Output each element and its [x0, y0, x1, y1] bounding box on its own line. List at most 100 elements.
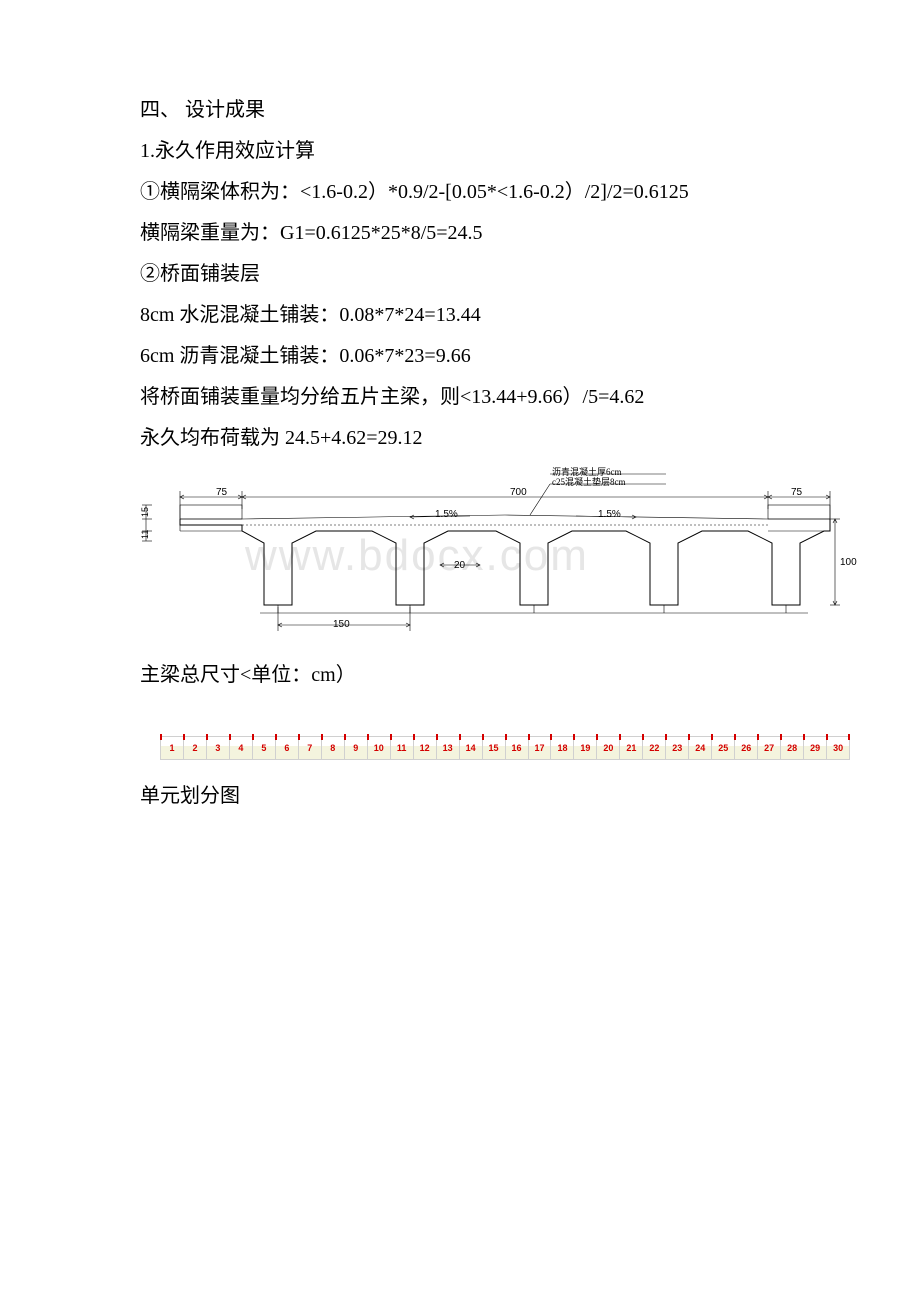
ruler-tick [321, 734, 323, 740]
ruler-cell: 20 [597, 737, 620, 759]
ruler-number: 3 [215, 743, 220, 753]
ruler-tick [298, 734, 300, 740]
ruler-tick [252, 734, 254, 740]
ruler-number: 6 [284, 743, 289, 753]
ruler-cell: 4 [230, 737, 253, 759]
ruler-number: 5 [261, 743, 266, 753]
ruler-number: 8 [330, 743, 335, 753]
body-line: 6cm 沥青混凝土铺装：0.06*7*23=9.66 [140, 336, 780, 377]
ruler-tick [344, 734, 346, 740]
ruler-tick [780, 734, 782, 740]
ruler-tick [757, 734, 759, 740]
ruler-number: 24 [695, 743, 705, 753]
body-line: ②桥面铺装层 [140, 254, 780, 295]
ruler-cell: 10 [368, 737, 391, 759]
ruler-number: 1 [169, 743, 174, 753]
ruler-number: 4 [238, 743, 243, 753]
ruler-number: 22 [649, 743, 659, 753]
ruler-cell: 21 [620, 737, 643, 759]
ruler-cell: 17 [529, 737, 552, 759]
ruler-tick [160, 734, 162, 740]
ruler-cell: 6 [276, 737, 299, 759]
ruler-cell: 29 [804, 737, 827, 759]
ruler-number: 23 [672, 743, 682, 753]
ruler-cell: 25 [712, 737, 735, 759]
ruler-number: 11 [397, 743, 407, 753]
ruler-cell: 26 [735, 737, 758, 759]
heading-section: 四、 设计成果 [140, 90, 780, 131]
bridge-svg [140, 465, 858, 645]
body-line: 将桥面铺装重量均分给五片主梁，则<13.44+9.66）/5=4.62 [140, 377, 780, 418]
ruler-cell: 14 [460, 737, 483, 759]
ruler-cell: 22 [643, 737, 666, 759]
ruler-number: 21 [626, 743, 636, 753]
caption-unit-division: 单元划分图 [140, 776, 780, 817]
ruler-cell: 15 [483, 737, 506, 759]
ruler-number: 16 [512, 743, 522, 753]
ruler-tick [688, 734, 690, 740]
ruler-cell: 2 [184, 737, 207, 759]
ruler-cell: 12 [414, 737, 437, 759]
ruler-tick [505, 734, 507, 740]
ruler-tick [573, 734, 575, 740]
ruler-number: 25 [718, 743, 728, 753]
ruler-number: 30 [833, 743, 843, 753]
ruler-cell: 19 [574, 737, 597, 759]
ruler-tick [528, 734, 530, 740]
caption-main-girder: 主梁总尺寸<单位：cm） [140, 655, 780, 696]
ruler-tick [275, 734, 277, 740]
ruler-cell: 27 [758, 737, 781, 759]
ruler-cell: 28 [781, 737, 804, 759]
ruler-number: 13 [443, 743, 453, 753]
ruler-cell: 16 [506, 737, 529, 759]
ruler-number: 29 [810, 743, 820, 753]
ruler-tick [665, 734, 667, 740]
ruler-cell: 1 [161, 737, 184, 759]
ruler-number: 12 [420, 743, 430, 753]
ruler-number: 18 [557, 743, 567, 753]
body-line: ①横隔梁体积为：<1.6-0.2）*0.9/2-[0.05*<1.6-0.2）/… [140, 172, 780, 213]
ruler-number: 2 [192, 743, 197, 753]
ruler-number: 19 [580, 743, 590, 753]
unit-division-ruler: 1234567891011121314151617181920212223242… [160, 736, 850, 760]
subheading-calc: 1.永久作用效应计算 [140, 131, 780, 172]
ruler-cell: 7 [299, 737, 322, 759]
ruler-number: 28 [787, 743, 797, 753]
ruler-number: 14 [466, 743, 476, 753]
ruler-tick [229, 734, 231, 740]
ruler-tick [367, 734, 369, 740]
ruler-number: 9 [353, 743, 358, 753]
ruler-tick [734, 734, 736, 740]
ruler-number: 20 [603, 743, 613, 753]
ruler-tick [826, 734, 828, 740]
ruler-row: 1234567891011121314151617181920212223242… [160, 736, 850, 760]
ruler-tick [711, 734, 713, 740]
bridge-cross-section-diagram: www.bdocx.com 沥青混凝土厚6cm c25混凝土垫层8cm 75 7… [140, 465, 858, 645]
ruler-cell: 24 [689, 737, 712, 759]
ruler-cell: 11 [391, 737, 414, 759]
body-line: 8cm 水泥混凝土铺装：0.08*7*24=13.44 [140, 295, 780, 336]
ruler-number: 10 [374, 743, 384, 753]
ruler-cell: 8 [322, 737, 345, 759]
ruler-tick [390, 734, 392, 740]
ruler-cell: 23 [666, 737, 689, 759]
ruler-tick [619, 734, 621, 740]
ruler-tick [459, 734, 461, 740]
ruler-tick [206, 734, 208, 740]
ruler-tick [550, 734, 552, 740]
ruler-tick [642, 734, 644, 740]
ruler-cell: 9 [345, 737, 368, 759]
ruler-tick [436, 734, 438, 740]
ruler-cell: 5 [253, 737, 276, 759]
ruler-cell: 18 [551, 737, 574, 759]
ruler-cell: 13 [437, 737, 460, 759]
ruler-tick [413, 734, 415, 740]
ruler-tick [848, 734, 850, 740]
ruler-cell: 3 [207, 737, 230, 759]
ruler-number: 15 [489, 743, 499, 753]
ruler-number: 17 [534, 743, 544, 753]
body-line: 永久均布荷载为 24.5+4.62=29.12 [140, 418, 780, 459]
ruler-tick [596, 734, 598, 740]
ruler-tick [803, 734, 805, 740]
body-line: 横隔梁重量为：G1=0.6125*25*8/5=24.5 [140, 213, 780, 254]
